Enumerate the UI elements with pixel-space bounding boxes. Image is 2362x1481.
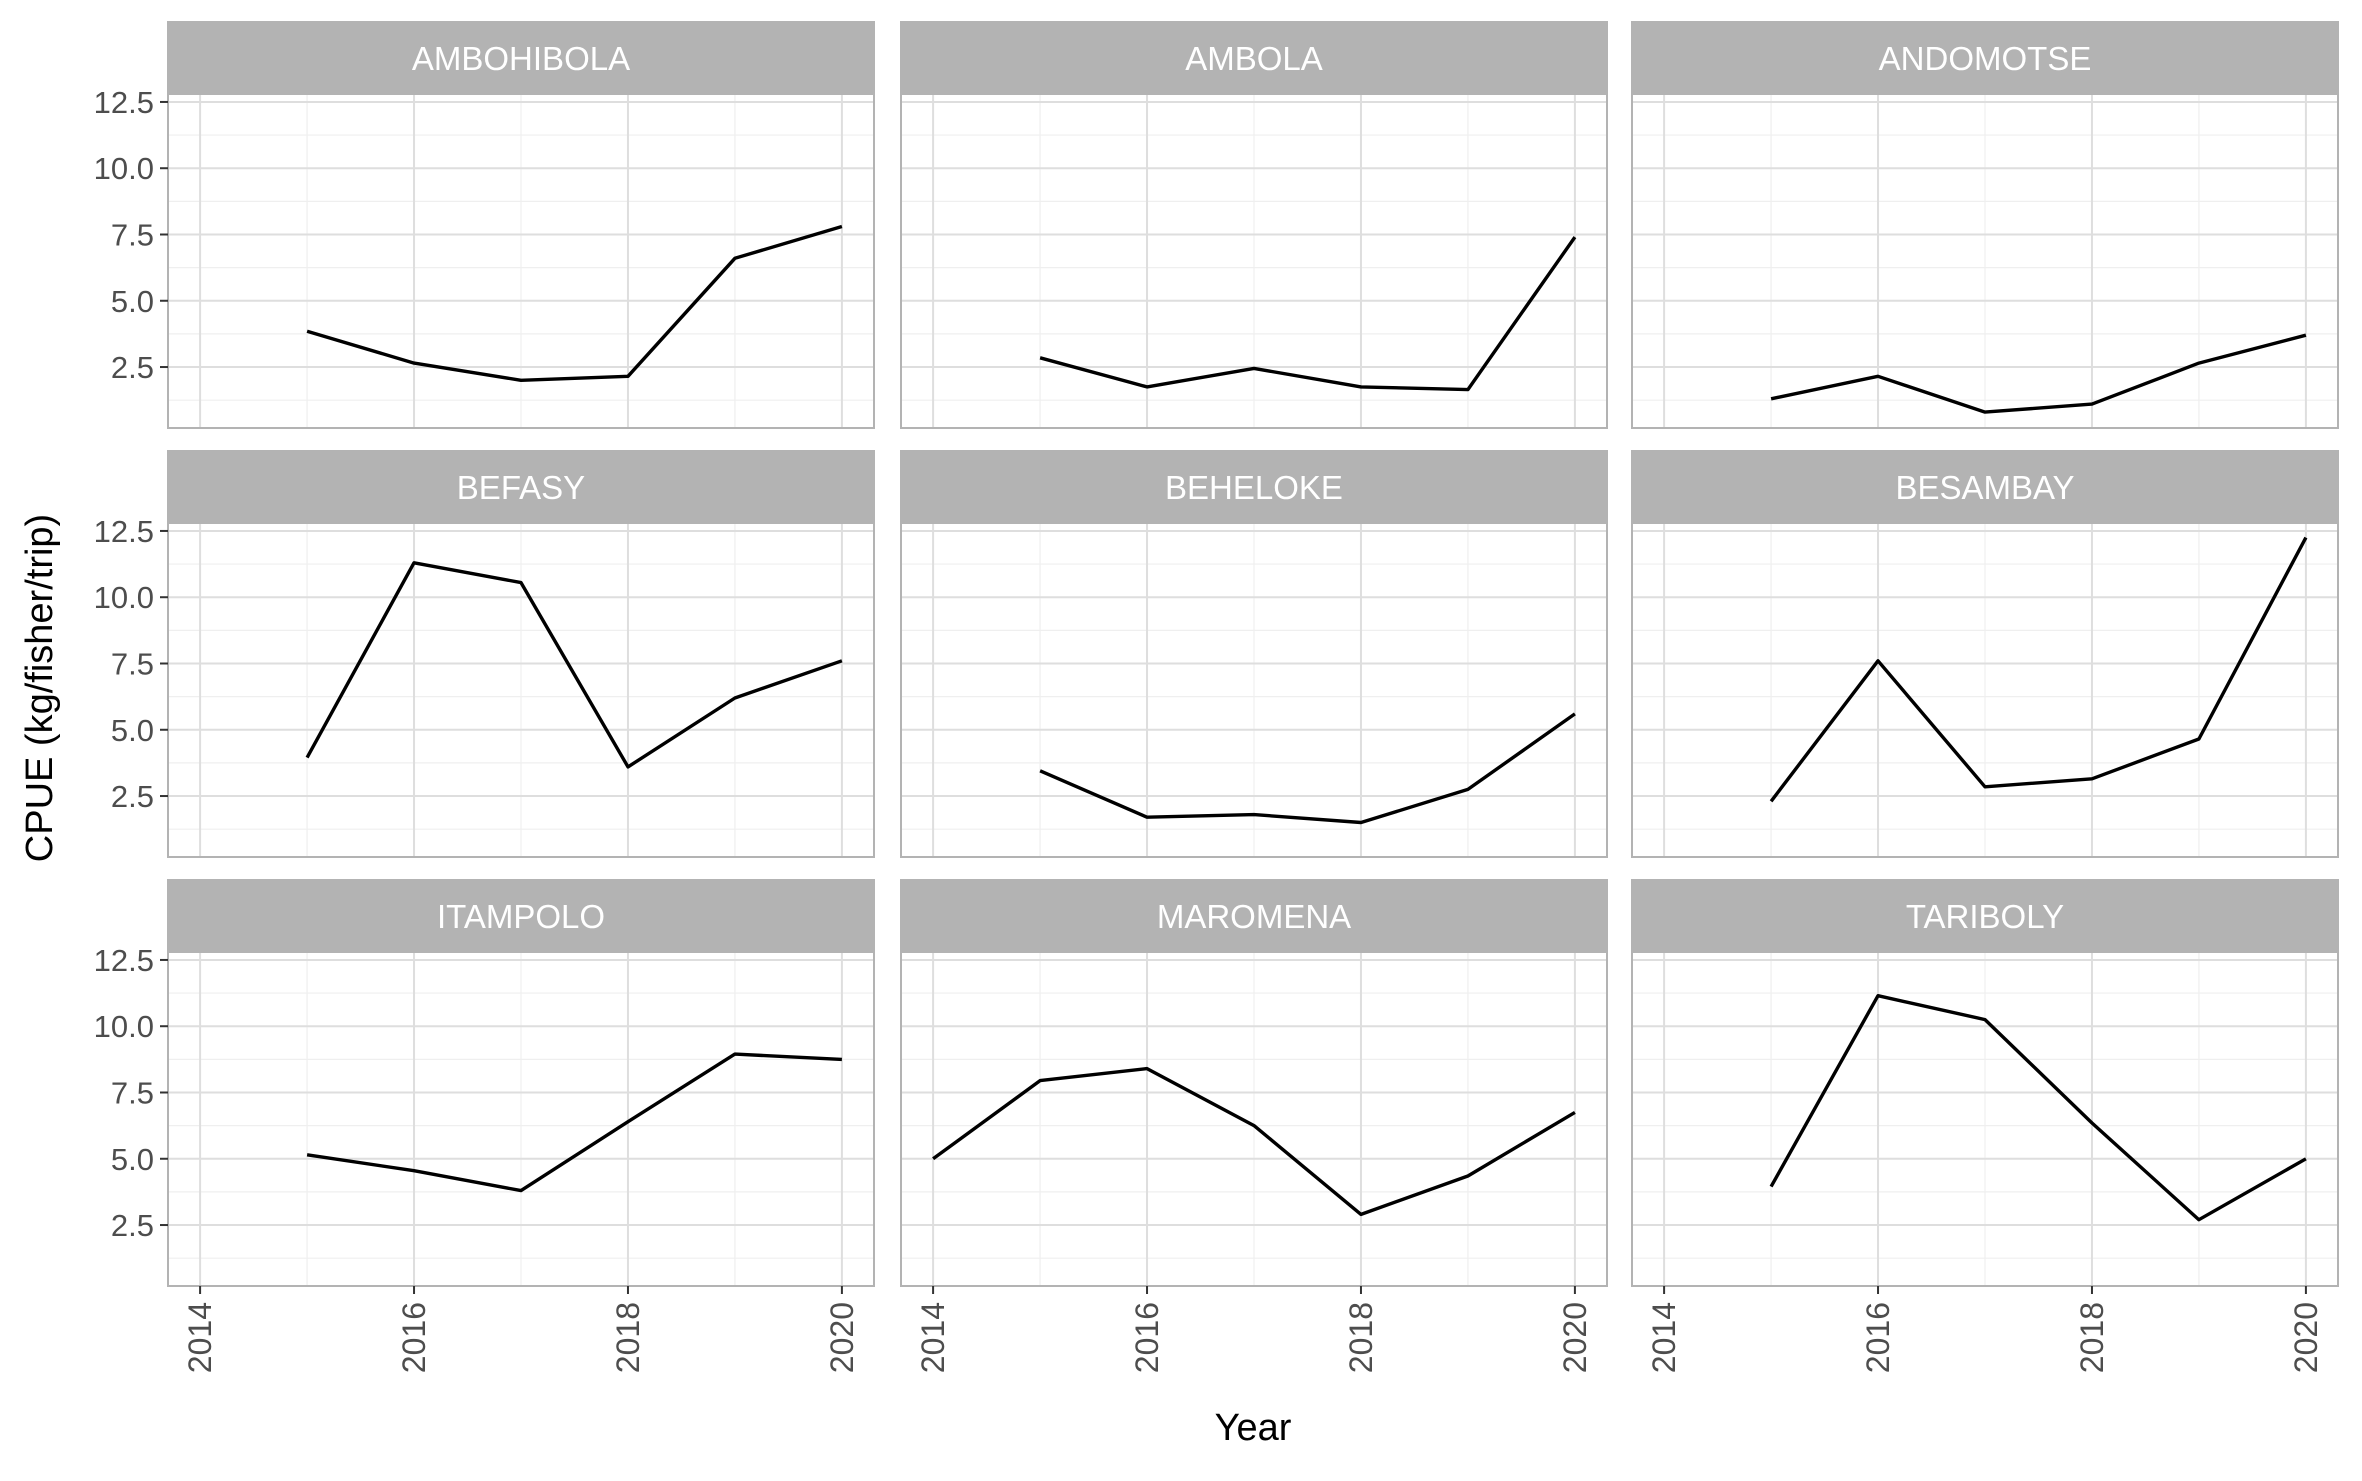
- series-line: [1769, 994, 2307, 1222]
- panel-border: [167, 951, 875, 1287]
- y-tick-label: 12.5: [94, 514, 154, 549]
- series-line: [306, 224, 843, 382]
- facet-panel-befasy: BEFASY 2.5 5.0 7.5 10.0 12.5: [94, 450, 875, 858]
- x-tick-label: 2018: [1343, 1302, 1379, 1373]
- x-tick-label: 2018: [610, 1302, 646, 1373]
- y-tick-label: 7.5: [111, 1075, 154, 1110]
- facet-strip-label: BEHELOKE: [1165, 469, 1343, 506]
- facet-strip: [1631, 21, 2339, 95]
- panel-border: [900, 93, 1608, 429]
- facet-panel-itampolo: ITAMPOLO 2.5 5.0 7.5 10.0 12.5 2014 2016 2018 202…: [94, 879, 875, 1373]
- y-tick-label: 5.0: [111, 1142, 154, 1177]
- series-line: [305, 561, 843, 769]
- facet-strip-label: AMBOHIBOLA: [412, 40, 630, 77]
- series-line: [932, 1066, 1576, 1217]
- facet-strip-label: ANDOMOTSE: [1879, 40, 2092, 77]
- x-tick-label: 2014: [182, 1302, 218, 1373]
- panel-border: [167, 522, 875, 858]
- x-tick-label: 2016: [1860, 1302, 1896, 1373]
- y-tick-label: 12.5: [94, 943, 154, 978]
- facet-panel-beheloke: BEHELOKE: [900, 450, 1608, 858]
- facet-strip: [900, 450, 1608, 524]
- x-tick-label: 2016: [1129, 1302, 1165, 1373]
- x-axis-title: Year: [1215, 1407, 1292, 1449]
- panel-border: [1631, 93, 2339, 429]
- facet-strip-label: BEFASY: [457, 469, 585, 506]
- y-tick-label: 10.0: [94, 151, 154, 186]
- facet-panel-ambola: AMBOLA: [900, 21, 1608, 429]
- facet-strip: [167, 450, 875, 524]
- series-line: [1039, 712, 1576, 825]
- facet-panel-ambohibola: AMBOHIBOLA 2.5 5.0 7.5 10.0 12.5: [94, 21, 875, 429]
- x-tick-label: 2020: [1557, 1302, 1593, 1373]
- y-tick-label: 5.0: [111, 284, 154, 319]
- panel-border: [900, 522, 1608, 858]
- y-axis-title: CPUE (kg/fisher/trip): [19, 514, 61, 862]
- facet-strip-label: MAROMENA: [1157, 898, 1351, 935]
- panel-border: [1631, 951, 2339, 1287]
- facet-panel-tariboly: TARIBOLY 2014 2016 2018 2020: [1631, 879, 2339, 1373]
- panel-border: [900, 951, 1608, 1287]
- y-tick-label: 2.5: [111, 779, 154, 814]
- series-line: [1770, 333, 2307, 414]
- series-line: [1039, 236, 1577, 392]
- facet-strip-label: TARIBOLY: [1906, 898, 2064, 935]
- facet-strip-label: AMBOLA: [1185, 40, 1323, 77]
- x-tick-label: 2020: [2288, 1302, 2324, 1373]
- x-tick-label: 2018: [2074, 1302, 2110, 1373]
- y-tick-label: 12.5: [94, 85, 154, 120]
- series-line: [1769, 536, 2308, 803]
- x-tick-label: 2016: [396, 1302, 432, 1373]
- facet-strip: [1631, 879, 2339, 953]
- y-tick-label: 10.0: [94, 580, 154, 615]
- panel-border: [167, 93, 875, 429]
- y-tick-label: 7.5: [111, 646, 154, 681]
- facet-strip: [167, 21, 875, 95]
- facet-strip: [1631, 450, 2339, 524]
- facet-strip: [900, 879, 1608, 953]
- facet-strip: [900, 21, 1608, 95]
- x-tick-label: 2014: [915, 1302, 951, 1373]
- panel-border: [1631, 522, 2339, 858]
- y-tick-label: 10.0: [94, 1009, 154, 1044]
- x-tick-label: 2020: [824, 1302, 860, 1373]
- facet-strip-label: ITAMPOLO: [437, 898, 605, 935]
- series-line: [306, 1052, 842, 1193]
- y-tick-label: 5.0: [111, 713, 154, 748]
- facet-panel-besambay: BESAMBAY: [1631, 450, 2339, 858]
- facet-panel-andomotse: ANDOMOTSE: [1631, 21, 2339, 429]
- y-tick-label: 2.5: [111, 1208, 154, 1243]
- y-tick-label: 2.5: [111, 350, 154, 385]
- y-tick-label: 7.5: [111, 217, 154, 252]
- facet-strip-label: BESAMBAY: [1895, 469, 2074, 506]
- x-tick-label: 2014: [1646, 1302, 1682, 1373]
- facet-panel-maromena: MAROMENA 2014 2016 2018 2020: [900, 879, 1608, 1373]
